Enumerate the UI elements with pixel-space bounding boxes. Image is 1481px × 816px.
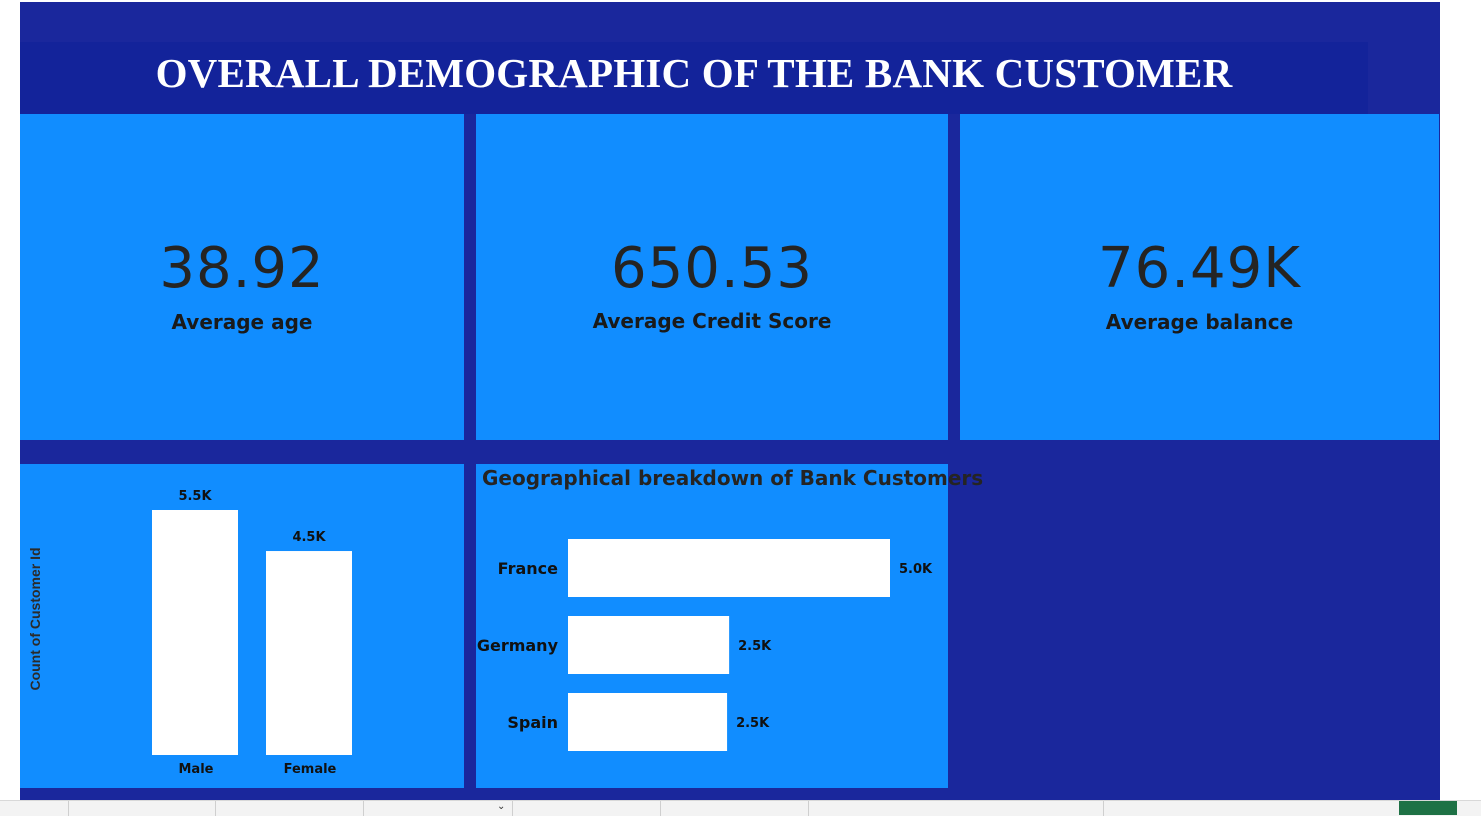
strip-divider <box>363 801 364 816</box>
kpi-value: 650.53 <box>611 236 813 301</box>
data-label: 5.0K <box>899 562 933 577</box>
chevron-down-icon[interactable]: ⌄ <box>497 801 506 812</box>
strip-divider <box>215 801 216 816</box>
strip-divider <box>512 801 513 816</box>
kpi-label: Average Credit Score <box>592 309 832 333</box>
strip-divider <box>808 801 809 816</box>
data-label: 2.5K <box>736 716 770 731</box>
page-title: OVERALL DEMOGRAPHIC OF THE BANK CUSTOMER <box>155 50 1233 96</box>
geography-chart-svg: France 5.0K Germany 2.5K Spain 2.5K <box>477 539 933 751</box>
kpi-card-average-balance[interactable]: 76.49K Average balance <box>960 114 1439 440</box>
data-label: 2.5K <box>738 639 772 654</box>
scroll-tab[interactable] <box>1399 801 1457 815</box>
dashboard-canvas: OVERALL DEMOGRAPHIC OF THE BANK CUSTOMER… <box>20 2 1440 800</box>
strip-divider <box>660 801 661 816</box>
data-label: 4.5K <box>292 530 326 545</box>
y-tick-label: Spain <box>507 713 558 732</box>
kpi-label: Average age <box>171 310 313 334</box>
x-tick-label: Female <box>284 762 337 777</box>
bar <box>266 551 352 755</box>
kpi-label: Average balance <box>1105 310 1294 334</box>
x-tick-label: Male <box>179 762 214 777</box>
kpi-card-average-age[interactable]: 38.92 Average age <box>20 114 464 440</box>
kpi-card-average-credit-score[interactable]: 650.53 Average Credit Score <box>476 114 948 440</box>
y-tick-label: Germany <box>477 636 559 655</box>
data-label: 5.5K <box>178 489 212 504</box>
bar <box>568 616 730 674</box>
bar <box>568 539 890 597</box>
strip-divider <box>68 801 69 816</box>
gender-chart-svg: 5.5K Male 4.5K Female Count of Customer Id <box>27 489 352 777</box>
chart-title: Geographical breakdown of Bank Customers <box>482 466 984 490</box>
geography-bar-chart[interactable]: France 5.0K Germany 2.5K Spain 2.5K Geographi… <box>476 464 983 788</box>
gender-bar-chart[interactable]: 5.5K Male 4.5K Female Count of Customer Id <box>20 464 464 788</box>
kpi-value: 76.49K <box>1097 236 1302 301</box>
bar <box>152 510 238 755</box>
y-tick-label: France <box>498 559 558 578</box>
bar <box>568 693 728 751</box>
y-axis-label: Count of Customer Id <box>27 547 43 690</box>
kpi-value: 38.92 <box>159 236 325 301</box>
bottom-sheet-strip <box>0 800 1481 816</box>
strip-divider <box>1103 801 1104 816</box>
title-bar: OVERALL DEMOGRAPHIC OF THE BANK CUSTOMER <box>20 42 1368 114</box>
